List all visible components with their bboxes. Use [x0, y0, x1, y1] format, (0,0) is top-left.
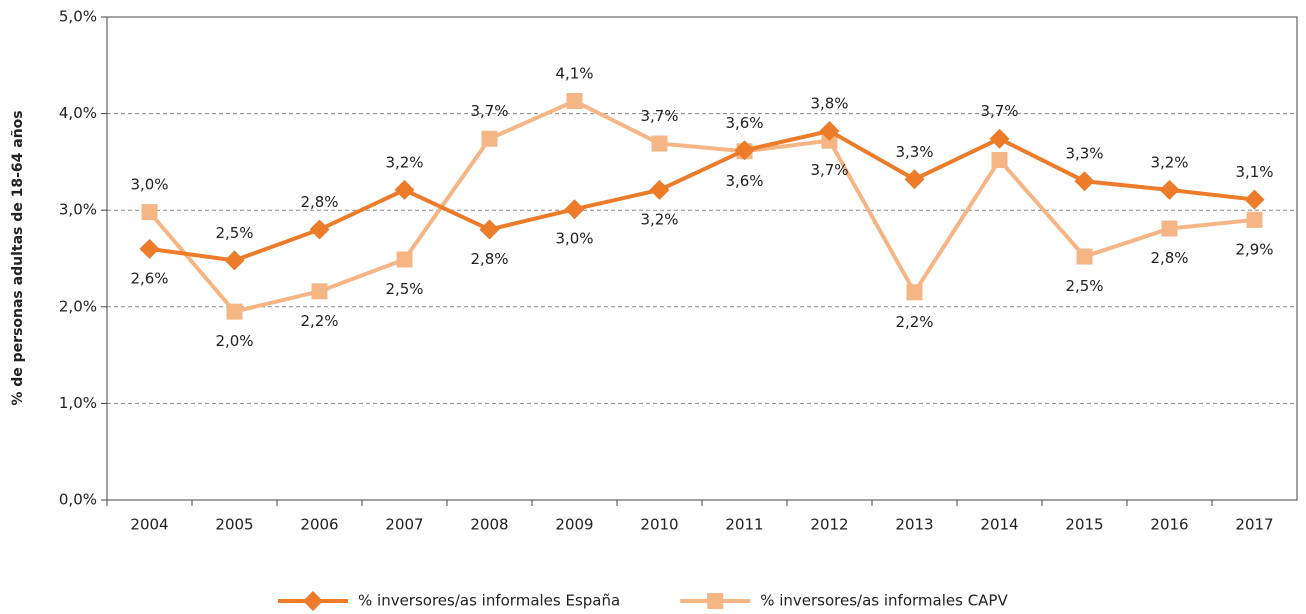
data-label: 3,6% — [725, 172, 763, 190]
x-tick-label: 2004 — [130, 516, 168, 534]
data-label: 2,5% — [1065, 277, 1103, 295]
data-label: 2,0% — [215, 332, 253, 350]
marker — [906, 284, 923, 301]
marker — [819, 120, 840, 141]
data-label: 2,8% — [1150, 249, 1188, 267]
marker — [1074, 171, 1095, 192]
x-tick-label: 2016 — [1150, 516, 1188, 534]
data-label: 3,7% — [980, 102, 1018, 120]
marker — [139, 238, 160, 259]
data-label: 3,6% — [725, 114, 763, 132]
data-label: 3,0% — [130, 176, 168, 194]
data-label: 2,8% — [300, 193, 338, 211]
data-label: 3,7% — [810, 161, 848, 179]
x-tick-label: 2005 — [215, 516, 253, 534]
marker — [141, 204, 158, 221]
data-label: 3,3% — [1065, 145, 1103, 163]
x-tick-label: 2012 — [810, 516, 848, 534]
marker — [651, 135, 668, 152]
series-line — [149, 128, 1255, 263]
y-tick-label: 0,0% — [59, 491, 97, 509]
marker — [564, 199, 585, 220]
marker — [1159, 179, 1180, 200]
data-label: 3,7% — [470, 102, 508, 120]
marker — [311, 283, 328, 300]
x-tick-label: 2014 — [980, 516, 1018, 534]
data-label: 2,5% — [215, 224, 253, 242]
marker — [224, 250, 245, 271]
marker — [1161, 220, 1178, 237]
y-tick-label: 4,0% — [59, 104, 97, 122]
marker — [309, 219, 330, 240]
legend-label: % inversores/as informales CAPV — [760, 592, 1008, 610]
marker — [734, 140, 755, 161]
series-line — [147, 99, 1255, 314]
x-tick-label: 2017 — [1235, 516, 1273, 534]
data-label: 3,1% — [1235, 163, 1273, 181]
data-label: 2,5% — [385, 280, 423, 298]
marker — [1246, 211, 1263, 228]
data-label: 4,1% — [555, 65, 593, 83]
marker — [1244, 189, 1265, 210]
data-label: 3,7% — [640, 107, 678, 125]
plot-frame — [106, 16, 1298, 501]
marker — [904, 169, 925, 190]
x-tick-label: 2008 — [470, 516, 508, 534]
data-label: 3,2% — [385, 153, 423, 171]
x-tick-label: 2010 — [640, 516, 678, 534]
data-label: 2,9% — [1235, 240, 1273, 258]
marker — [991, 151, 1008, 168]
x-tick-label: 2009 — [555, 516, 593, 534]
data-label: 2,2% — [300, 312, 338, 330]
marker — [394, 179, 415, 200]
marker — [479, 219, 500, 240]
marker — [989, 128, 1010, 149]
x-tick-label: 2013 — [895, 516, 933, 534]
legend-label: % inversores/as informales España — [358, 592, 620, 610]
marker — [481, 130, 498, 147]
marker — [566, 93, 583, 110]
data-label: 2,8% — [470, 250, 508, 268]
y-tick-label: 1,0% — [59, 394, 97, 412]
y-tick-label: 2,0% — [59, 297, 97, 315]
marker — [303, 591, 323, 611]
data-label: 2,2% — [895, 313, 933, 331]
x-tick-label: 2011 — [725, 516, 763, 534]
data-label: 3,3% — [895, 143, 933, 161]
marker — [707, 593, 724, 609]
data-label: 3,0% — [555, 230, 593, 248]
marker — [1076, 248, 1093, 265]
x-tick-label: 2015 — [1065, 516, 1103, 534]
data-label: 3,8% — [810, 94, 848, 112]
y-tick-label: 5,0% — [59, 8, 97, 26]
marker — [396, 251, 413, 268]
data-label: 3,2% — [1150, 153, 1188, 171]
data-label: 3,2% — [640, 210, 678, 228]
y-axis-title: % de personas adultas de 18-64 años — [10, 110, 26, 405]
y-tick-label: 3,0% — [59, 201, 97, 219]
x-tick-label: 2007 — [385, 516, 423, 534]
marker — [226, 303, 243, 320]
marker — [649, 179, 670, 200]
data-label: 2,6% — [130, 269, 168, 287]
x-tick-label: 2006 — [300, 516, 338, 534]
